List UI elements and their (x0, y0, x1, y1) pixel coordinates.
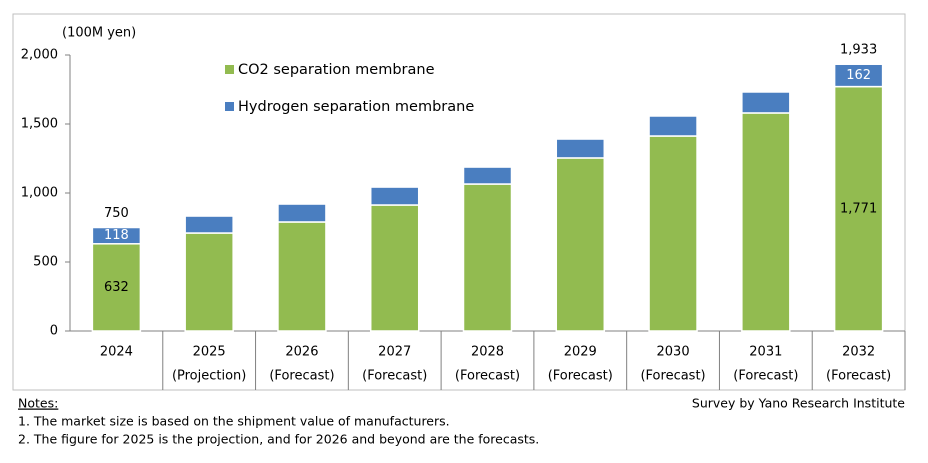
x-tick-note: (Projection) (172, 369, 246, 384)
legend-swatch (225, 65, 234, 74)
notes-heading: Notes: (18, 396, 58, 411)
x-tick-label: 2027 (378, 345, 411, 360)
bar-segment (741, 112, 791, 332)
bar-segment (462, 183, 513, 332)
legend-swatch (225, 102, 234, 111)
x-tick-note: (Forecast) (548, 369, 613, 384)
bar-segment (648, 135, 698, 332)
x-tick-note: (Forecast) (733, 369, 798, 384)
note: 1. The market size is based on the shipm… (18, 414, 450, 429)
bar-segment (555, 157, 606, 332)
bar-segment (91, 226, 142, 245)
bar-segment (833, 85, 884, 332)
y-unit: (100M yen) (62, 26, 136, 41)
source: Survey by Yano Research Institute (692, 396, 905, 411)
bar-segment (555, 138, 606, 159)
x-tick-label: 2028 (471, 345, 504, 360)
x-tick-note: (Forecast) (640, 369, 705, 384)
y-tick-label: 1,000 (21, 186, 58, 201)
legend-label: Hydrogen separation membrane (238, 99, 474, 115)
y-tick-label: 1,500 (21, 117, 58, 132)
bar-segment (833, 63, 884, 88)
bar-segment (277, 221, 327, 332)
x-tick-label: 2029 (564, 345, 597, 360)
x-tick-label: 2024 (100, 345, 133, 360)
bar-segment (184, 232, 234, 332)
y-tick-label: 500 (33, 255, 58, 270)
bar-segment (184, 215, 234, 234)
x-tick-label: 2032 (842, 345, 875, 360)
x-tick-note: (Forecast) (826, 369, 891, 384)
data-label: 162 (846, 68, 871, 83)
x-tick-label: 2030 (657, 345, 690, 360)
bar-segment (648, 115, 698, 137)
total-label: 750 (104, 206, 129, 221)
legend-label: CO2 separation membrane (238, 62, 435, 78)
y-tick-label: 0 (50, 324, 58, 339)
x-tick-label: 2026 (285, 345, 318, 360)
total-label: 1,933 (840, 43, 877, 58)
bar-segment (277, 203, 327, 223)
x-tick-note: (Forecast) (269, 369, 334, 384)
bar-segment (369, 186, 420, 206)
x-tick-note: (Forecast) (362, 369, 427, 384)
data-label: 1,771 (840, 201, 877, 216)
bar-segment (91, 243, 142, 332)
bar-segment (462, 166, 513, 185)
data-label: 632 (104, 280, 129, 295)
x-tick-note: (Forecast) (455, 369, 520, 384)
bar-segment (741, 91, 791, 114)
data-label: 118 (104, 228, 129, 243)
x-tick-label: 2025 (193, 345, 226, 360)
chart-border (12, 13, 906, 391)
y-tick-label: 2,000 (21, 48, 58, 63)
x-tick-label: 2031 (749, 345, 782, 360)
note: 2. The figure for 2025 is the projection… (18, 432, 539, 447)
bar-segment (369, 204, 420, 332)
